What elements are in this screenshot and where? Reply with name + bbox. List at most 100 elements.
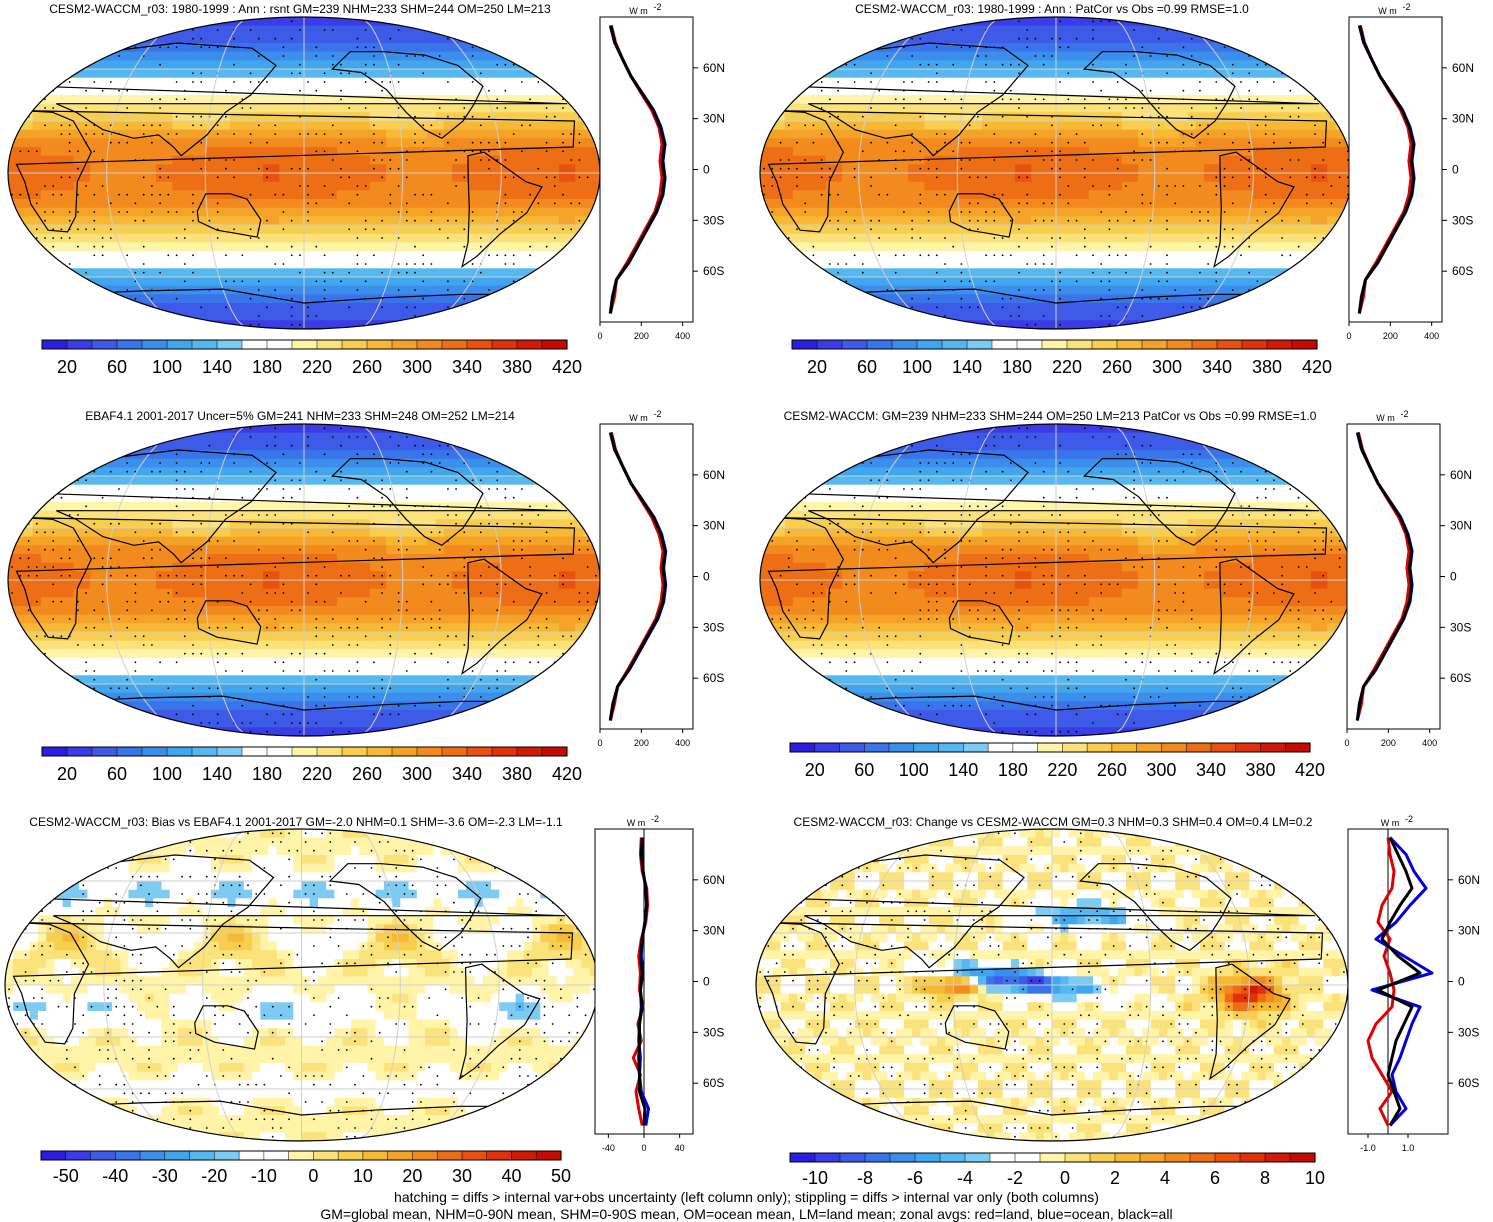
- colorbar-swatch: [892, 340, 917, 349]
- panel-5: CESM2-WACCM_r03: Bias vs EBAF4.1 2001-20…: [5, 814, 725, 1186]
- colorbar-swatch: [192, 340, 217, 349]
- colorbar-label: 260: [1102, 357, 1132, 377]
- ytick-label: 30S: [703, 213, 724, 227]
- colorbar-swatch: [840, 1153, 865, 1162]
- colorbar-swatch: [542, 340, 567, 349]
- colorbar-swatch: [1240, 1153, 1265, 1162]
- colorbar-label: 140: [202, 357, 232, 377]
- colorbar-swatch: [467, 340, 492, 349]
- colorbar-label: 340: [1202, 357, 1232, 377]
- xtick-label: 400: [1424, 331, 1439, 341]
- panel-4: CESM2-WACCM: GM=239 NHM=233 SHM=244 OM=2…: [760, 409, 1472, 780]
- colorbar-swatch: [1092, 340, 1117, 349]
- profile-unit: W m: [629, 6, 648, 16]
- colorbar-swatch: [1190, 1153, 1215, 1162]
- colorbar-label: -50: [53, 1166, 79, 1186]
- colorbar-label: 420: [1295, 760, 1325, 780]
- colorbar-swatch: [190, 1151, 215, 1160]
- xtick-label: 200: [634, 331, 649, 341]
- colorbar-swatch: [917, 340, 942, 349]
- ytick-label: 0: [703, 163, 710, 177]
- panel-title: CESM2-WACCM_r03: Change vs CESM2-WACCM G…: [794, 815, 1313, 829]
- colorbar-swatch: [1015, 1153, 1040, 1162]
- colorbar-swatch: [1117, 340, 1142, 349]
- colorbar-swatch: [965, 1153, 990, 1162]
- colorbar-swatch: [264, 1151, 289, 1160]
- ytick-label: 60S: [703, 1076, 724, 1090]
- colorbar-label: 8: [1260, 1168, 1270, 1188]
- colorbar-label: 0: [308, 1166, 318, 1186]
- ytick-label: 60N: [1450, 468, 1472, 482]
- colorbar-swatch: [67, 340, 92, 349]
- colorbar-swatch: [914, 743, 939, 752]
- xtick-label: 200: [634, 738, 649, 748]
- colorbar-swatch: [1215, 1153, 1240, 1162]
- colorbar-swatch: [1090, 1153, 1115, 1162]
- colorbar-label: 60: [107, 764, 127, 784]
- ytick-label: 60S: [703, 671, 724, 685]
- colorbar-label: 380: [502, 764, 532, 784]
- colorbar-label: 100: [899, 760, 929, 780]
- colorbar-label: 100: [152, 764, 182, 784]
- ytick-label: 60N: [703, 61, 725, 75]
- colorbar-label: 220: [1047, 760, 1077, 780]
- colorbar-swatch: [1067, 340, 1092, 349]
- panel-3: EBAF4.1 2001-2017 Uncer=5% GM=241 NHM=23…: [8, 409, 725, 784]
- colorbar-swatch: [840, 743, 865, 752]
- colorbar-swatch: [292, 340, 317, 349]
- colorbar-label: 420: [552, 357, 582, 377]
- colorbar-swatch: [1267, 340, 1292, 349]
- ytick-label: 30N: [1452, 112, 1474, 126]
- xtick-label: -40: [602, 1143, 615, 1153]
- colorbar-swatch: [338, 1151, 363, 1160]
- colorbar-swatch: [214, 1151, 239, 1160]
- colorbar-swatch: [313, 1151, 338, 1160]
- colorbar-swatch: [67, 747, 92, 756]
- colorbar-swatch: [512, 1151, 537, 1160]
- colorbar-swatch: [487, 1151, 512, 1160]
- colorbar-swatch: [1112, 743, 1137, 752]
- colorbar-swatch: [790, 743, 815, 752]
- colorbar-label: 180: [998, 760, 1028, 780]
- colorbar-label: 20: [402, 1166, 422, 1186]
- colorbar-swatch: [1017, 340, 1042, 349]
- colorbar-swatch: [165, 1151, 190, 1160]
- colorbar-swatch: [42, 747, 67, 756]
- colorbar-swatch: [939, 743, 964, 752]
- xtick-label: 400: [1422, 738, 1437, 748]
- colorbar-swatch: [167, 747, 192, 756]
- profile-unit: W m: [627, 818, 646, 828]
- colorbar-swatch: [142, 747, 167, 756]
- xtick-label: 40: [675, 1143, 685, 1153]
- colorbar-swatch: [842, 340, 867, 349]
- colorbar-swatch: [92, 340, 117, 349]
- ytick-label: 30S: [703, 1025, 724, 1039]
- ytick-label: 30S: [1458, 1025, 1479, 1039]
- colorbar-label: 300: [402, 764, 432, 784]
- colorbar-swatch: [1065, 1153, 1090, 1162]
- ytick-label: 0: [703, 975, 710, 989]
- colorbar-swatch: [412, 1151, 437, 1160]
- ytick-label: 60S: [1452, 264, 1473, 278]
- ytick-label: 30S: [1450, 620, 1471, 634]
- colorbar-swatch: [115, 1151, 140, 1160]
- colorbar-swatch: [889, 743, 914, 752]
- xtick-label: 0: [597, 331, 602, 341]
- panel-title: CESM2-WACCM: GM=239 NHM=233 SHM=244 OM=2…: [784, 409, 1317, 423]
- colorbar-swatch: [1236, 743, 1261, 752]
- colorbar-label: 380: [1245, 760, 1275, 780]
- colorbar-swatch: [1285, 743, 1310, 752]
- profile-unit-exponent: -2: [654, 2, 662, 12]
- colorbar-swatch: [517, 747, 542, 756]
- colorbar-swatch: [242, 340, 267, 349]
- colorbar-swatch: [417, 747, 442, 756]
- colorbar-swatch: [865, 1153, 890, 1162]
- colorbar-label: -8: [857, 1168, 873, 1188]
- colorbar-swatch: [217, 747, 242, 756]
- colorbar-swatch: [542, 747, 567, 756]
- colorbar-swatch: [392, 340, 417, 349]
